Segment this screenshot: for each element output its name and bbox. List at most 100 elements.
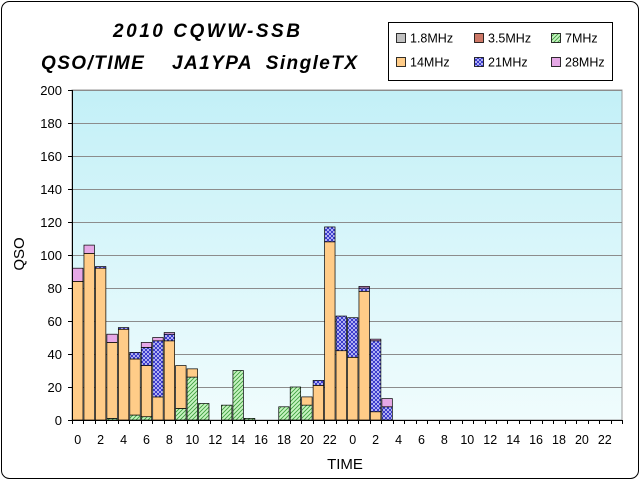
bar-segment-14mhz <box>347 356 359 421</box>
bar-segment-7mhz <box>278 406 290 421</box>
x-tick-label: 2 <box>97 433 104 447</box>
y-tick-label: 20 <box>48 380 62 395</box>
x-tick-label: 16 <box>529 433 543 447</box>
legend-swatch <box>396 33 406 43</box>
bar-segment-28mhz <box>83 244 95 254</box>
bar-segment-21mhz <box>140 347 153 366</box>
bar-segment-14mhz <box>370 411 382 421</box>
x-tick-label: 4 <box>120 433 127 447</box>
y-tick-label: 160 <box>40 149 62 164</box>
chart-title: 2010 CQWW-SSB <box>112 21 300 42</box>
bar-segment-14mhz <box>301 396 313 406</box>
x-tick-label: 6 <box>418 433 425 447</box>
bar-segment-28mhz <box>140 342 153 348</box>
y-tick-label: 80 <box>48 281 62 296</box>
legend-label: 14MHz <box>410 56 450 70</box>
x-tick-label: 14 <box>506 433 520 447</box>
legend-label: 1.8MHz <box>410 32 453 46</box>
legend-swatch <box>396 57 406 67</box>
x-tick-label: 12 <box>208 433 222 447</box>
bar-segment-21mhz <box>152 340 164 398</box>
legend-label: 7MHz <box>565 32 598 46</box>
legend-item-14mhz: 14MHz <box>396 56 450 70</box>
bar-segment-21mhz <box>347 317 359 358</box>
bar-segment-7mhz <box>289 386 302 421</box>
x-tick-label: 22 <box>598 433 612 447</box>
bar-segment-14mhz <box>129 358 141 416</box>
bar-segment-28mhz <box>370 338 382 342</box>
bar-segment-7mhz <box>186 376 198 421</box>
gridlines <box>72 90 622 388</box>
bar-segment-14mhz <box>72 281 84 421</box>
bar-segment-7mhz <box>221 404 233 421</box>
x-tick-label: 18 <box>277 433 291 447</box>
x-axis-label: TIME <box>327 456 363 473</box>
bar-segment-14mhz <box>312 385 324 421</box>
x-tick-label: 4 <box>395 433 402 447</box>
bar-segment-14mhz <box>358 290 370 421</box>
x-tick-label: 20 <box>300 433 314 447</box>
legend-item-7mhz: 7MHz <box>551 32 598 46</box>
bar-segment-21mhz <box>312 380 324 386</box>
bar-segment-21mhz <box>381 406 393 421</box>
bar-segment-21mhz <box>117 327 130 330</box>
bar-segment-14mhz <box>83 253 95 421</box>
bar-segment-7mhz <box>301 404 313 421</box>
bar-segment-14mhz <box>186 368 198 378</box>
bar-segment-14mhz <box>163 340 175 421</box>
x-tick-label: 10 <box>185 433 199 447</box>
legend-item-28mhz: 28MHz <box>551 56 605 70</box>
legend-item-1-8mhz: 1.8MHz <box>396 32 453 46</box>
legend-swatch <box>551 57 561 67</box>
bar-segment-21mhz <box>163 333 175 342</box>
x-tick-label: 0 <box>74 433 81 447</box>
y-tick-label: 40 <box>48 347 62 362</box>
x-tick-label: 18 <box>552 433 566 447</box>
legend-item-3-5mhz: 3.5MHz <box>474 32 531 46</box>
bar-segment-14mhz <box>140 365 153 418</box>
x-tick-label: 14 <box>231 433 245 447</box>
bar-segment-7mhz <box>129 414 141 421</box>
bar-segment-28mhz <box>358 286 370 289</box>
bar-segment-14mhz <box>152 396 164 421</box>
x-tick-label: 2 <box>372 433 379 447</box>
bar-segment-28mhz <box>106 333 118 343</box>
bars <box>72 226 393 421</box>
bar-segment-21mhz <box>370 340 382 413</box>
bar-segment-28mhz <box>72 267 84 282</box>
bar-segment-14mhz <box>117 328 130 421</box>
bar-segment-7mhz <box>140 416 153 421</box>
bar-segment-7mhz <box>232 370 244 421</box>
y-tick-label: 200 <box>40 83 62 98</box>
bar-segment-7mhz <box>175 408 187 421</box>
bar-segment-21mhz <box>95 266 107 269</box>
legend-box <box>388 22 613 81</box>
bar-segment-21mhz <box>129 352 141 360</box>
bar-segment-14mhz <box>324 241 336 421</box>
chart-subtitle: QSO/TIME JA1YPA SingleTX <box>41 53 358 74</box>
bar-segment-21mhz <box>324 226 336 243</box>
legend-label: 28MHz <box>565 56 605 70</box>
bar-segment-28mhz <box>381 398 393 408</box>
legend-swatch <box>474 33 484 43</box>
x-tick-label: 12 <box>483 433 497 447</box>
bar-segment-28mhz <box>163 332 175 335</box>
x-tick-label: 8 <box>441 433 448 447</box>
x-tick-label: 0 <box>349 433 356 447</box>
y-tick-label: 60 <box>48 314 62 329</box>
y-tick-label: 140 <box>40 182 62 197</box>
x-tick-label: 10 <box>460 433 474 447</box>
legend-swatch <box>474 57 484 67</box>
y-tick-label: 100 <box>40 248 62 263</box>
y-axis-label: QSO <box>11 237 28 270</box>
legend-label: 21MHz <box>488 56 528 70</box>
x-tick-label: 16 <box>254 433 268 447</box>
x-tick-label: 20 <box>575 433 589 447</box>
x-tick-label: 8 <box>166 433 173 447</box>
x-tick-label: 22 <box>323 433 337 447</box>
bar-segment-14mhz <box>106 342 118 419</box>
y-tick-label: 180 <box>40 116 62 131</box>
y-tick-label: 0 <box>55 413 62 428</box>
